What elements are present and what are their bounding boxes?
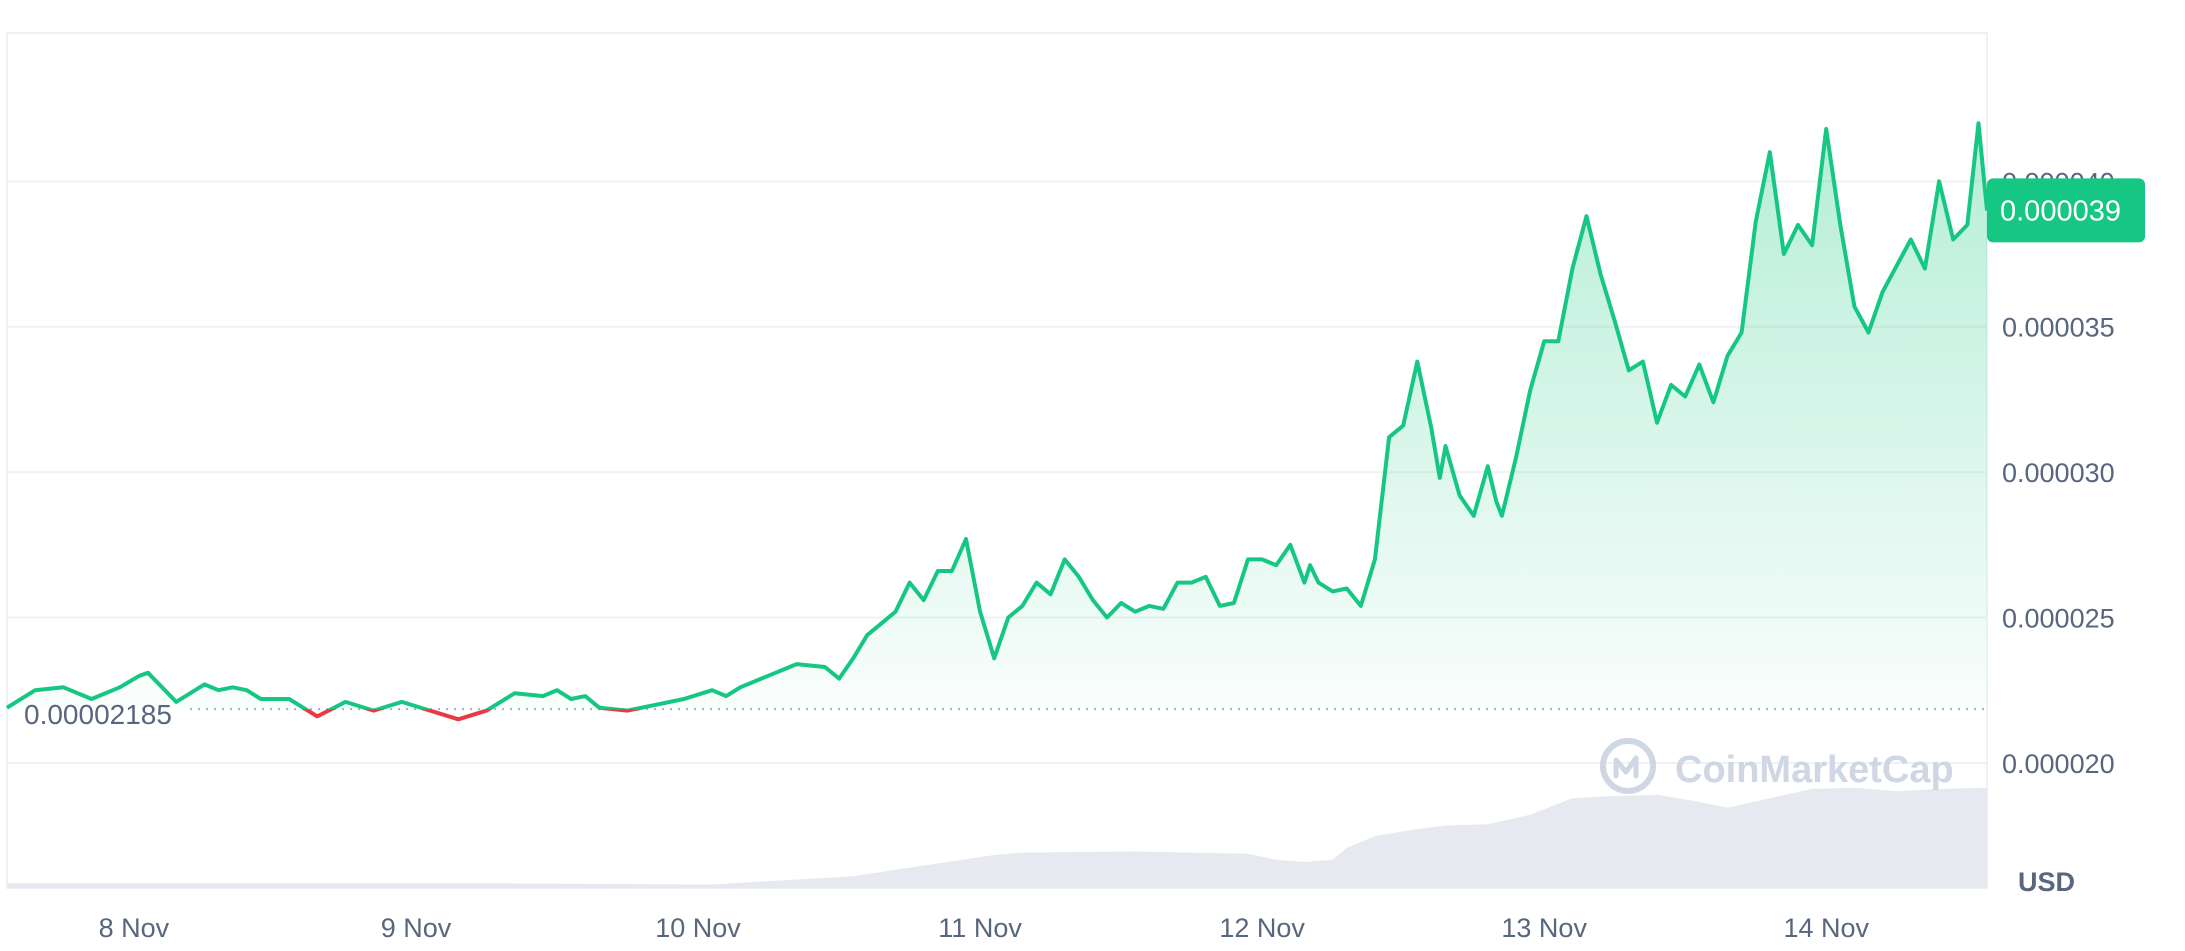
area-shape	[7, 123, 1987, 710]
y-tick-label: 0.000035	[2002, 313, 2115, 343]
price-line-down[interactable]	[7, 123, 1987, 722]
volume-shape	[7, 787, 1987, 888]
watermark: CoinMarketCap	[1600, 738, 1954, 794]
x-axis: 8 Nov 9 Nov 10 Nov 11 Nov 12 Nov 13 Nov 14 Nov	[99, 913, 1870, 943]
current-price-tag: 0.000039	[1987, 178, 2145, 243]
baseline-label: 0.00002185	[24, 699, 172, 730]
watermark-text: CoinMarketCap	[1675, 749, 1954, 791]
x-tick-label: 14 Nov	[1783, 913, 1869, 943]
x-tick-label: 9 Nov	[381, 913, 452, 943]
currency-unit-label: USD	[2018, 867, 2075, 897]
price-line[interactable]	[5, 121, 1989, 722]
x-tick-label: 12 Nov	[1219, 913, 1305, 943]
price-area-fill	[7, 123, 1987, 710]
x-tick-label: 11 Nov	[938, 913, 1022, 943]
current-price-tag-bg	[1987, 178, 2145, 243]
y-tick-label: 0.000030	[2002, 458, 2115, 488]
x-tick-label: 10 Nov	[655, 913, 741, 943]
price-line-up[interactable]	[5, 121, 1989, 719]
volume-area	[7, 787, 1987, 888]
current-price-label: 0.000039	[2000, 195, 2121, 227]
x-tick-label: 13 Nov	[1501, 913, 1587, 943]
y-tick-label: 0.000020	[2002, 749, 2115, 779]
y-tick-label: 0.000025	[2002, 604, 2115, 634]
x-tick-label: 8 Nov	[99, 913, 170, 943]
coinmarketcap-logo-icon	[1600, 738, 1656, 794]
